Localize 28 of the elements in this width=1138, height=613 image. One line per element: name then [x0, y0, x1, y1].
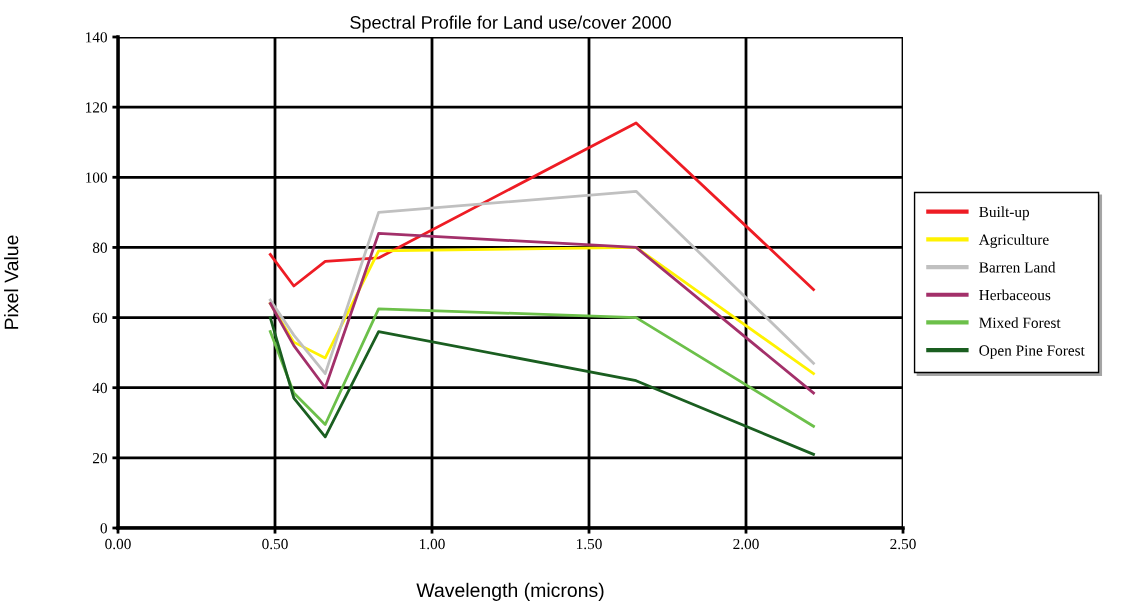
legend-label: Open Pine Forest: [979, 345, 1085, 359]
legend-label: Barren Land: [979, 261, 1056, 273]
y-tick-label: 20: [92, 453, 107, 464]
y-tick-label: 60: [92, 312, 107, 324]
x-tick-label: 1.00: [419, 538, 445, 550]
line-series: [268, 232, 815, 395]
legend-label: Mixed Forest: [979, 317, 1061, 328]
y-tick-label: 120: [86, 102, 107, 113]
x-tick-label: 2.00: [733, 538, 759, 550]
y-tick-label: 100: [86, 172, 107, 183]
x-tick-label: 2.50: [890, 538, 916, 550]
line-series: [268, 121, 815, 291]
line-series: [268, 316, 815, 456]
x-tick-label: 0.00: [105, 538, 131, 550]
x-tick-label: 1.50: [576, 538, 602, 550]
y-tick-label: 80: [92, 242, 107, 253]
legend-label: Herbaceous: [979, 289, 1051, 301]
y-tick-label: 0: [100, 523, 107, 534]
y-tick-label: 140: [86, 32, 107, 43]
line-series: [268, 189, 815, 376]
x-tick-label: 0.50: [262, 538, 288, 550]
y-axis-title: Pixel Value: [4, 235, 19, 329]
chart-title: Spectral Profile for Land use/cover 2000: [350, 15, 671, 33]
legend-label: Built-up: [979, 206, 1030, 221]
y-tick-label: 40: [92, 382, 107, 394]
legend-label: Agriculture: [978, 234, 1049, 248]
line-series: [268, 307, 815, 428]
x-axis-title: Wavelength (microns): [416, 582, 604, 601]
